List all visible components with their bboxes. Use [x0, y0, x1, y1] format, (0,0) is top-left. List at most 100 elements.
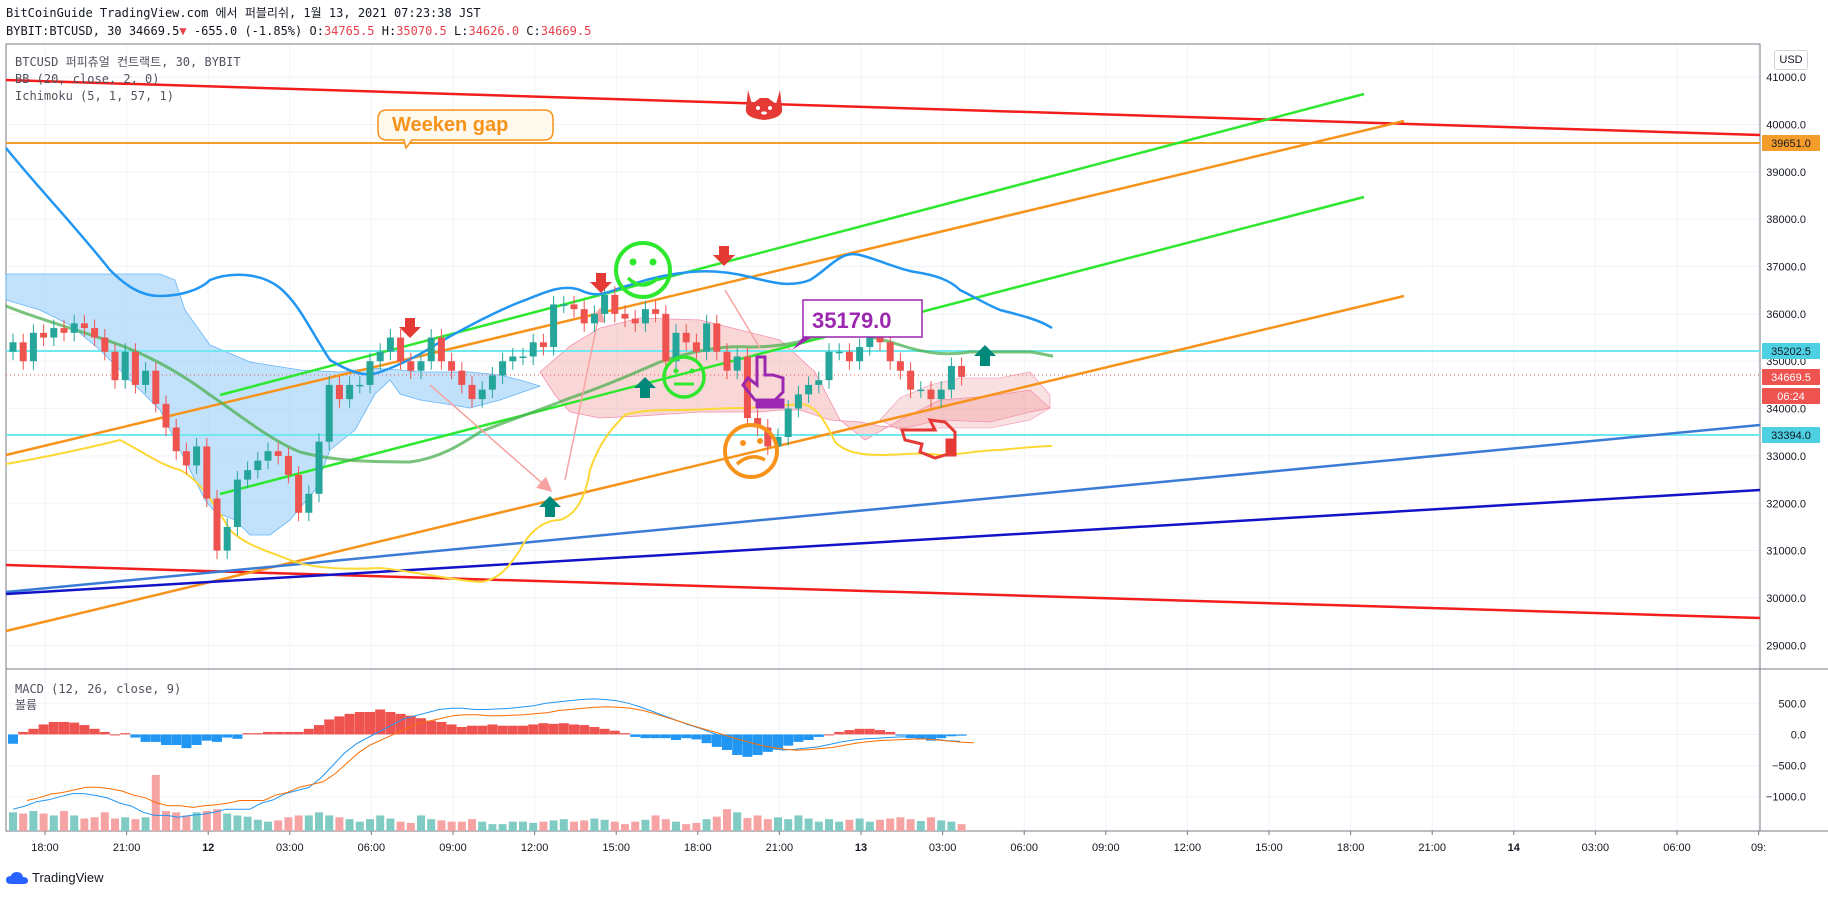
trendline-green-lower	[219, 195, 1365, 496]
close-label: C:	[526, 24, 541, 38]
macd-histogram-bar	[467, 725, 477, 735]
volume-bar	[580, 820, 589, 831]
macd-histogram-bar	[671, 734, 681, 741]
smiley-green-icon	[614, 241, 672, 299]
candle-body	[152, 370, 160, 404]
macd-histogram-bar	[303, 728, 314, 735]
volume-bar	[631, 821, 640, 831]
macd-histogram-bar	[548, 723, 559, 735]
time-tick-label: 15:00	[1255, 842, 1283, 854]
volume-bar	[468, 819, 476, 831]
volume-bar	[865, 821, 874, 831]
candle-body	[111, 351, 119, 381]
candle-body	[550, 304, 558, 348]
volume-bar	[60, 811, 68, 831]
volume-bar	[896, 817, 905, 831]
price-tick-label: 41000.0	[1766, 72, 1806, 84]
price-tag-label: 06:24	[1777, 391, 1805, 403]
buy-signal-icon	[539, 345, 996, 517]
candle-body	[264, 451, 272, 461]
volume-bar	[508, 821, 517, 831]
macd-histogram-bar	[609, 730, 620, 735]
last-price: 34669.5	[128, 24, 180, 38]
candle-body	[244, 470, 252, 480]
candle-body	[213, 498, 221, 551]
macd-histogram-bar	[803, 734, 814, 741]
high-value: 35070.5	[396, 24, 447, 38]
price-tag-label: 35202.5	[1771, 346, 1811, 358]
volume-bar	[315, 812, 323, 831]
volume-bar	[876, 819, 884, 831]
volume-bar	[549, 820, 558, 831]
down-triangle-icon: ▼	[179, 24, 187, 38]
macd-histogram-bar	[895, 734, 906, 736]
time-tick-label: 03:00	[929, 842, 957, 854]
price-tick-label: 38000.0	[1766, 214, 1806, 226]
candle-body	[703, 323, 711, 352]
volume-bar	[814, 821, 823, 831]
candle-body	[917, 389, 925, 392]
volume-bar	[253, 819, 262, 831]
macd-histogram-bar	[130, 734, 141, 738]
volume-bar	[723, 809, 731, 831]
volume-bar	[947, 821, 956, 831]
tradingview-logo[interactable]: TradingView	[6, 870, 104, 885]
candle-body	[835, 351, 843, 354]
volume-bar	[335, 817, 344, 831]
candle-body	[478, 389, 486, 400]
macd-histogram-bar	[232, 734, 243, 739]
macd-tick-label: −500.0	[1772, 761, 1806, 773]
macd-histogram-bar	[701, 734, 712, 744]
macd-histogram-bar	[405, 715, 416, 735]
price-tick-label: 30000.0	[1766, 593, 1806, 605]
candle-body	[325, 384, 333, 442]
volume-bar	[70, 815, 79, 831]
macd-histogram-bar	[28, 728, 39, 735]
pink-projection-arrows	[429, 289, 761, 492]
volume-bar	[264, 821, 272, 831]
macd-histogram-bar	[844, 730, 855, 735]
candle-body	[570, 304, 578, 310]
volume-bar	[121, 817, 130, 831]
candle-body	[845, 351, 853, 362]
macd-histogram-bar	[477, 725, 488, 735]
price-axis: 29000.0 30000.0 31000.0 32000.0 33000.0 34000…	[1766, 72, 1806, 652]
candle-body	[927, 389, 935, 400]
candle-body	[91, 328, 99, 338]
macd-histogram-bar	[446, 724, 457, 735]
macd-histogram-bar	[150, 734, 161, 742]
time-tick-label: 21:00	[766, 842, 794, 854]
volume-series	[9, 774, 966, 831]
macd-histogram-bar	[171, 734, 182, 746]
time-tick-label: 18:00	[1337, 842, 1365, 854]
macd-histogram-bar	[436, 721, 447, 735]
publish-info: BitCoinGuide TradingView.com 에서 퍼블리쉬, 1월…	[6, 6, 481, 20]
macd-histogram-bar	[813, 734, 824, 737]
macd-histogram-bar	[630, 734, 641, 737]
candle-body	[580, 309, 588, 324]
candle-body	[805, 384, 813, 395]
trendline-green-upper	[219, 92, 1365, 397]
currency-badge[interactable]: USD	[1774, 50, 1808, 70]
candle-body	[958, 365, 966, 377]
macd-histogram-bar	[263, 731, 273, 735]
candle-body	[295, 474, 303, 513]
candle-body	[29, 332, 37, 362]
volume-bar	[9, 812, 17, 831]
candle-body	[519, 356, 527, 358]
volume-bar	[192, 812, 201, 831]
candle-body	[641, 309, 649, 324]
sad-face-orange-icon	[723, 423, 779, 479]
volume-bar	[641, 819, 650, 831]
volume-bar	[712, 816, 721, 831]
time-tick-label: 21:00	[113, 842, 141, 854]
volume-bar	[498, 824, 507, 831]
macd-histogram-bar	[426, 720, 437, 735]
volume-bar	[600, 819, 609, 831]
time-axis: 18:00 21:00 12 03:00 06:00 09:00 12:00 15:00 18:…	[31, 831, 1766, 854]
candle-body	[254, 460, 262, 471]
candle-body	[70, 323, 78, 333]
weeken-gap-label: Weeken gap	[392, 114, 508, 136]
candle-body	[9, 342, 17, 352]
